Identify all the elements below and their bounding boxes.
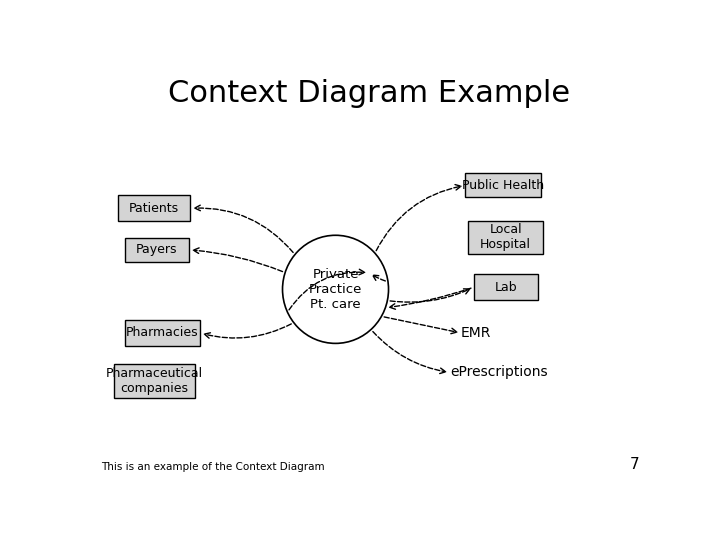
Text: EMR: EMR xyxy=(461,326,492,340)
Text: Pharmaceutical
companies: Pharmaceutical companies xyxy=(106,367,203,395)
Text: This is an example of the Context Diagram: This is an example of the Context Diagra… xyxy=(101,462,325,472)
Text: 7: 7 xyxy=(630,457,639,472)
FancyBboxPatch shape xyxy=(468,221,544,254)
Text: Context Diagram Example: Context Diagram Example xyxy=(168,79,570,109)
FancyBboxPatch shape xyxy=(125,320,200,346)
Text: ePrescriptions: ePrescriptions xyxy=(450,366,547,380)
Text: Public Health: Public Health xyxy=(462,179,544,192)
Text: Payers: Payers xyxy=(136,244,178,256)
Text: Patients: Patients xyxy=(129,202,179,215)
FancyBboxPatch shape xyxy=(118,195,190,221)
FancyBboxPatch shape xyxy=(465,173,541,198)
FancyBboxPatch shape xyxy=(125,238,189,262)
Text: Pharmacies: Pharmacies xyxy=(126,327,199,340)
FancyBboxPatch shape xyxy=(474,274,538,300)
FancyBboxPatch shape xyxy=(114,364,194,398)
Text: Lab: Lab xyxy=(495,281,517,294)
Text: Local
Hospital: Local Hospital xyxy=(480,224,531,251)
Text: Private
Practice
Pt. care: Private Practice Pt. care xyxy=(309,268,362,311)
